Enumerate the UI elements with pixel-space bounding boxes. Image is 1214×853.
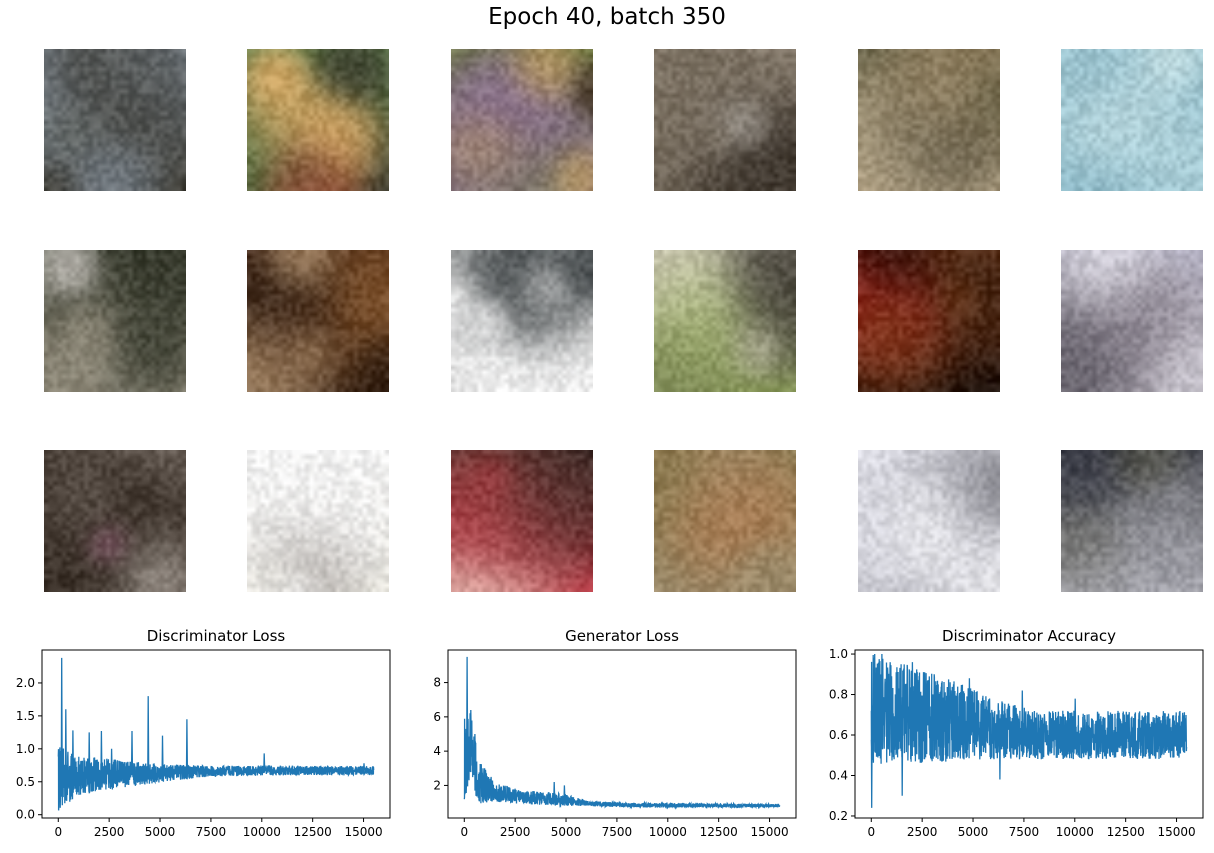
plot-frame xyxy=(854,649,1204,819)
generated-sample-8 xyxy=(247,250,389,392)
x-tick-label: 7500 xyxy=(196,825,227,839)
x-tick-label: 7500 xyxy=(1009,825,1040,839)
x-tick-label: 10000 xyxy=(649,825,687,839)
generated-sample-11 xyxy=(858,250,1000,392)
generated-sample-3 xyxy=(451,49,593,191)
generated-sample-10 xyxy=(654,250,796,392)
y-tick-label: 4 xyxy=(433,744,441,758)
x-tick-label: 15000 xyxy=(344,825,382,839)
generated-sample-6 xyxy=(1061,49,1203,191)
y-tick-label: 8 xyxy=(433,676,441,690)
x-tick-label: 15000 xyxy=(1157,825,1195,839)
x-tick-label: 7500 xyxy=(602,825,633,839)
x-tick-label: 10000 xyxy=(243,825,281,839)
x-tick-label: 5000 xyxy=(958,825,989,839)
y-tick-label: 1.0 xyxy=(16,742,35,756)
chart-2: Generator Loss 0 2500 5000 7500 10000 12500 150… xyxy=(406,620,814,852)
chart-title: Generator Loss xyxy=(565,627,679,645)
series-line xyxy=(57,657,375,811)
y-tick-label: 0.2 xyxy=(829,809,848,823)
generated-sample-13 xyxy=(44,450,186,592)
chart-1: Discriminator Loss 0 2500 5000 7500 10000 1250… xyxy=(0,620,408,852)
x-tick-label: 2500 xyxy=(500,825,531,839)
generated-sample-2 xyxy=(247,49,389,191)
series-line xyxy=(870,653,1188,808)
x-tick-label: 10000 xyxy=(1056,825,1094,839)
generated-sample-4 xyxy=(654,49,796,191)
y-tick-label: 0.0 xyxy=(16,808,35,822)
x-tick-label: 12500 xyxy=(294,825,332,839)
y-tick-label: 2.0 xyxy=(16,676,35,690)
generated-sample-7 xyxy=(44,250,186,392)
y-tick-label: 1.0 xyxy=(829,647,848,661)
generated-sample-16 xyxy=(654,450,796,592)
plot-frame xyxy=(41,649,391,819)
x-tick-label: 0 xyxy=(867,825,875,839)
y-tick-label: 6 xyxy=(433,710,441,724)
x-tick-label: 0 xyxy=(54,825,62,839)
y-tick-label: 0.8 xyxy=(829,688,848,702)
chart-title: Discriminator Loss xyxy=(147,627,286,645)
generated-sample-9 xyxy=(451,250,593,392)
x-tick-label: 12500 xyxy=(1107,825,1145,839)
chart-svg: Discriminator Accuracy 0 2500 5000 7500 10000… xyxy=(829,627,1204,839)
chart-svg: Generator Loss 0 2500 5000 7500 10000 12500 150… xyxy=(433,627,797,839)
chart-svg: Discriminator Loss 0 2500 5000 7500 10000 1250… xyxy=(16,627,391,839)
generated-sample-14 xyxy=(247,450,389,592)
series-line xyxy=(463,656,781,810)
y-tick-label: 0.6 xyxy=(829,728,848,742)
chart-3: Discriminator Accuracy 0 2500 5000 7500 10000… xyxy=(813,620,1214,852)
y-tick-label: 1.5 xyxy=(16,709,35,723)
x-tick-label: 0 xyxy=(460,825,468,839)
generated-sample-18 xyxy=(1061,450,1203,592)
x-tick-label: 5000 xyxy=(551,825,582,839)
generated-sample-5 xyxy=(858,49,1000,191)
y-tick-label: 0.5 xyxy=(16,775,35,789)
x-tick-label: 15000 xyxy=(750,825,788,839)
x-tick-label: 2500 xyxy=(907,825,938,839)
generated-sample-17 xyxy=(858,450,1000,592)
figure-title: Epoch 40, batch 350 xyxy=(488,4,726,30)
generated-sample-1 xyxy=(44,49,186,191)
chart-title: Discriminator Accuracy xyxy=(942,627,1116,645)
y-tick-label: 0.4 xyxy=(829,768,848,782)
x-tick-label: 2500 xyxy=(94,825,125,839)
generated-sample-15 xyxy=(451,450,593,592)
generated-sample-12 xyxy=(1061,250,1203,392)
x-tick-label: 12500 xyxy=(700,825,738,839)
y-tick-label: 2 xyxy=(433,778,441,792)
plot-frame xyxy=(447,649,797,819)
x-tick-label: 5000 xyxy=(145,825,176,839)
